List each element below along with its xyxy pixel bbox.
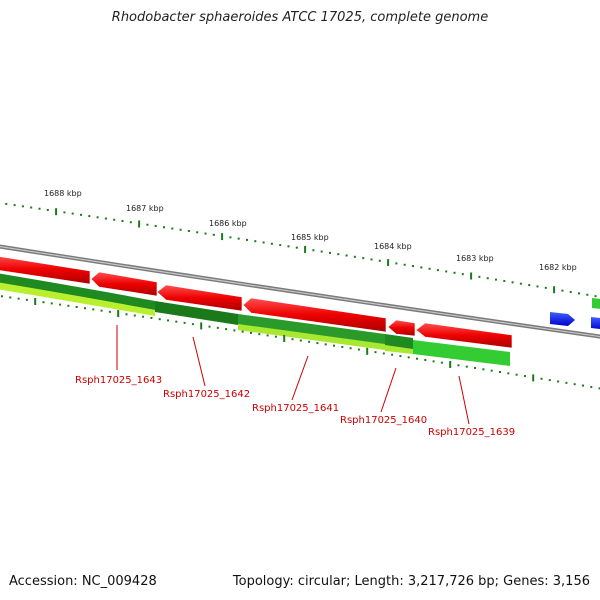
gene-label[interactable]: Rsph17025_1640 [340,415,427,426]
gene-arrow-1641[interactable] [156,284,243,312]
gene-arrow-1640[interactable] [242,297,387,333]
gene-arrow-1643[interactable] [0,255,91,285]
gene-arrow-1639a[interactable] [387,319,416,337]
analysis-bands [0,273,510,366]
genome-title: Rhodobacter sphaeroides ATCC 17025, comp… [111,10,489,25]
kbp-label: 1682 kbp [539,263,577,272]
kbp-scale-labels: 1688 kbp 1687 kbp 1686 kbp 1685 kbp 1684 kbp… [44,189,577,272]
accession-text: Accession: NC_009428 [9,574,157,589]
gene-label[interactable]: Rsph17025_1643 [75,375,162,386]
green-feature-right [592,298,600,309]
kbp-label: 1684 kbp [374,242,412,251]
kbp-label: 1688 kbp [44,189,82,198]
gene-arrow-1639b[interactable] [415,322,513,349]
gene-labels: Rsph17025_1643Rsph17025_1642Rsph17025_16… [75,375,515,438]
gene-label[interactable]: Rsph17025_1639 [428,427,515,438]
kbp-scale-ticks [5,202,597,298]
kbp-label: 1685 kbp [291,233,329,242]
kbp-label: 1687 kbp [126,204,164,213]
gene-arrow-1642[interactable] [90,271,158,297]
gene-label[interactable]: Rsph17025_1641 [252,403,339,414]
forward-genes [0,255,513,349]
reverse-genes [550,312,600,330]
gene-arrow-reverse-1[interactable] [550,312,575,326]
topology-text: Topology: circular; Length: 3,217,726 bp… [232,574,590,589]
lower-scale-ticks [1,295,600,390]
kbp-label: 1686 kbp [209,219,247,228]
gene-arrow-reverse-2[interactable] [591,317,600,330]
kbp-label: 1683 kbp [456,254,494,263]
gene-label[interactable]: Rsph17025_1642 [163,389,250,400]
gene-label-leaders [116,325,470,425]
